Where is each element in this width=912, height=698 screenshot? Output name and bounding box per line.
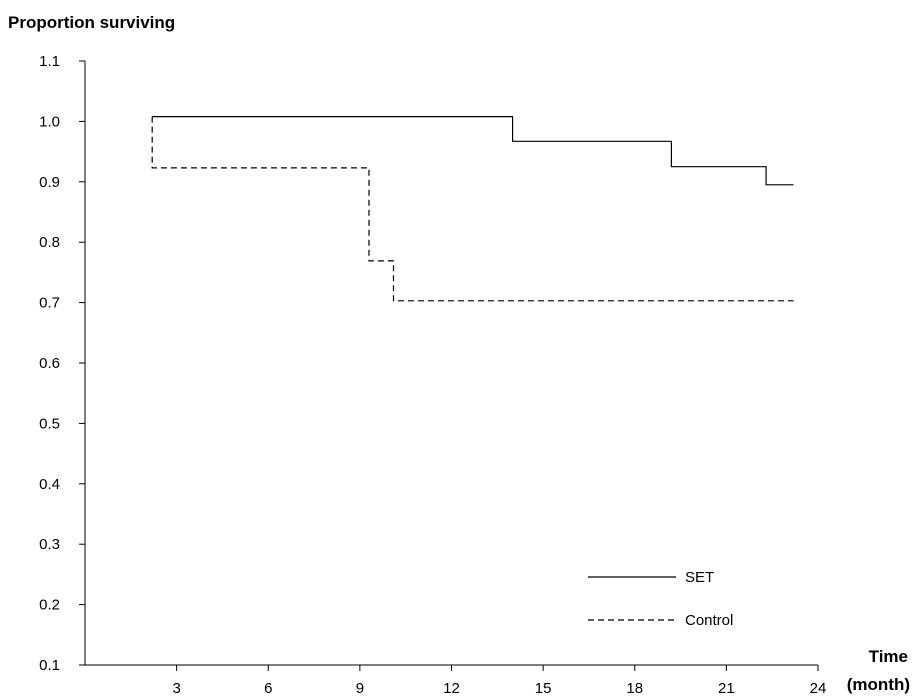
- legend-label-set: SET: [685, 569, 714, 586]
- y-tick-label: 1.0: [39, 113, 60, 130]
- y-tick-label: 1.1: [39, 53, 60, 70]
- x-tick-label: 24: [810, 680, 827, 697]
- y-tick-label: 0.1: [39, 657, 60, 674]
- x-axis-title-time: Time: [869, 647, 908, 666]
- legend: SET Control: [588, 569, 733, 629]
- x-tick-label: 21: [718, 680, 735, 697]
- y-axis-title: Proportion surviving: [8, 13, 175, 32]
- x-tick-label: 6: [264, 680, 272, 697]
- x-axis: 3 6 9 12 15 18 21 24: [85, 664, 827, 697]
- y-tick-label: 0.9: [39, 174, 60, 191]
- y-axis: 0.1 0.2 0.3 0.4 0.5 0.6 0.7 0.8 0.9 1.0 1.1: [39, 53, 86, 674]
- y-tick-label: 0.2: [39, 597, 60, 614]
- x-tick-label: 3: [172, 680, 180, 697]
- x-tick-label: 9: [356, 680, 364, 697]
- y-tick-label: 0.3: [39, 536, 60, 553]
- legend-label-control: Control: [685, 612, 733, 629]
- series-control-line: [151, 116, 794, 302]
- y-tick-label: 0.4: [39, 476, 60, 493]
- series-set-line: [152, 115, 794, 186]
- y-tick-label: 0.7: [39, 295, 60, 312]
- x-axis-title-unit: (month): [847, 675, 910, 694]
- y-tick-label: 0.5: [39, 415, 60, 432]
- y-tick-label: 0.6: [39, 355, 60, 372]
- y-tick-label: 0.8: [39, 234, 60, 251]
- series-layer: [151, 115, 794, 302]
- x-tick-label: 18: [626, 680, 643, 697]
- x-tick-label: 12: [443, 680, 460, 697]
- x-tick-label: 15: [535, 680, 552, 697]
